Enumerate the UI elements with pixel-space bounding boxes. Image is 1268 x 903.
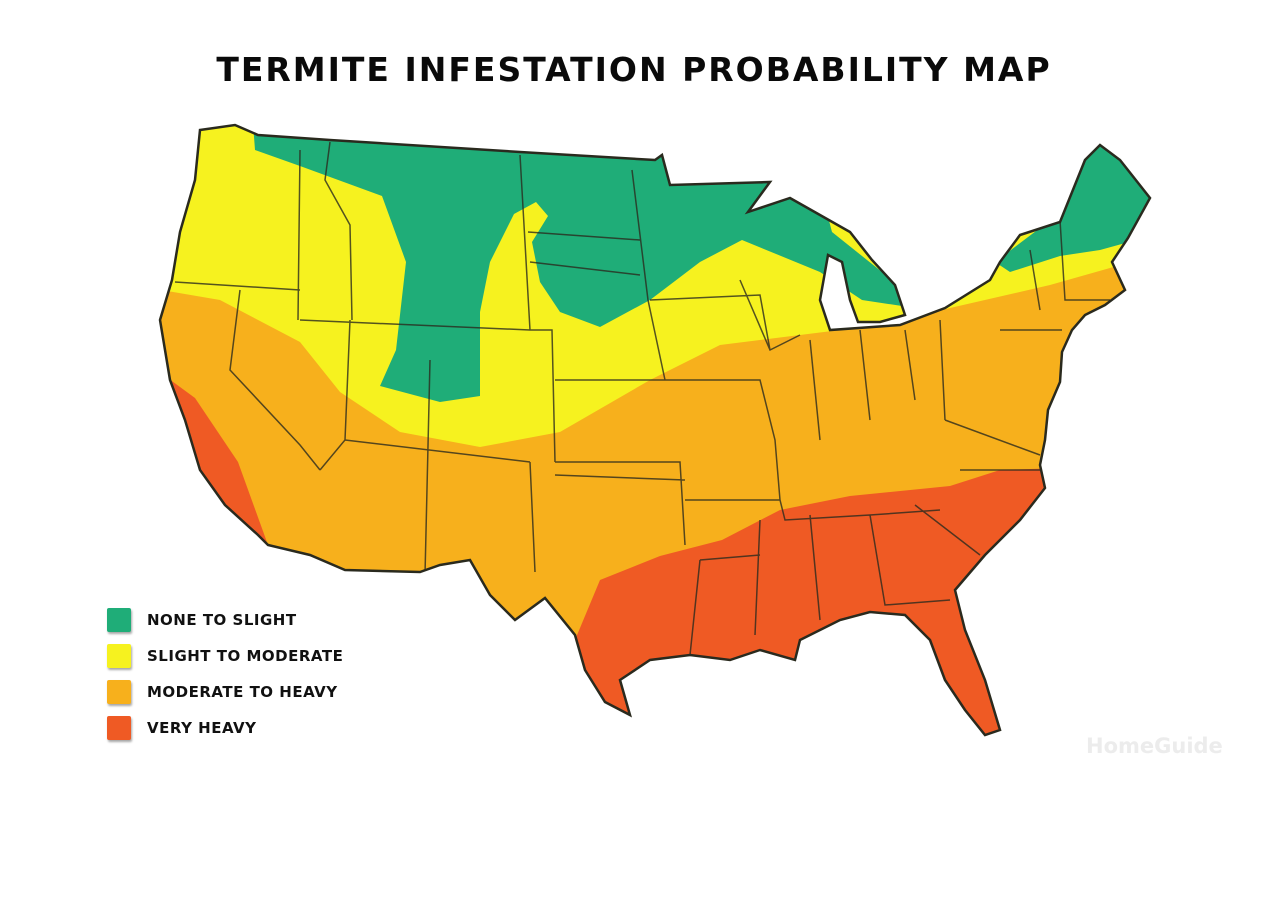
legend-label: MODERATE TO HEAVY [147,683,338,701]
legend: NONE TO SLIGHT SLIGHT TO MODERATE MODERA… [107,602,343,746]
map-title: TERMITE INFESTATION PROBABILITY MAP [216,50,1052,89]
legend-item-moderate-to-heavy: MODERATE TO HEAVY [107,674,343,710]
legend-swatch [107,608,131,632]
zone-none-to-slight-northeast [995,140,1150,272]
legend-item-very-heavy: VERY HEAVY [107,710,343,746]
legend-item-slight-to-moderate: SLIGHT TO MODERATE [107,638,343,674]
legend-item-none-to-slight: NONE TO SLIGHT [107,602,343,638]
legend-label: NONE TO SLIGHT [147,611,297,629]
legend-label: SLIGHT TO MODERATE [147,647,344,665]
watermark-logo: HomeGuide [1086,734,1223,758]
legend-swatch [107,680,131,704]
legend-swatch [107,716,131,740]
legend-swatch [107,644,131,668]
legend-label: VERY HEAVY [147,719,257,737]
state-borders [174,141,1110,656]
